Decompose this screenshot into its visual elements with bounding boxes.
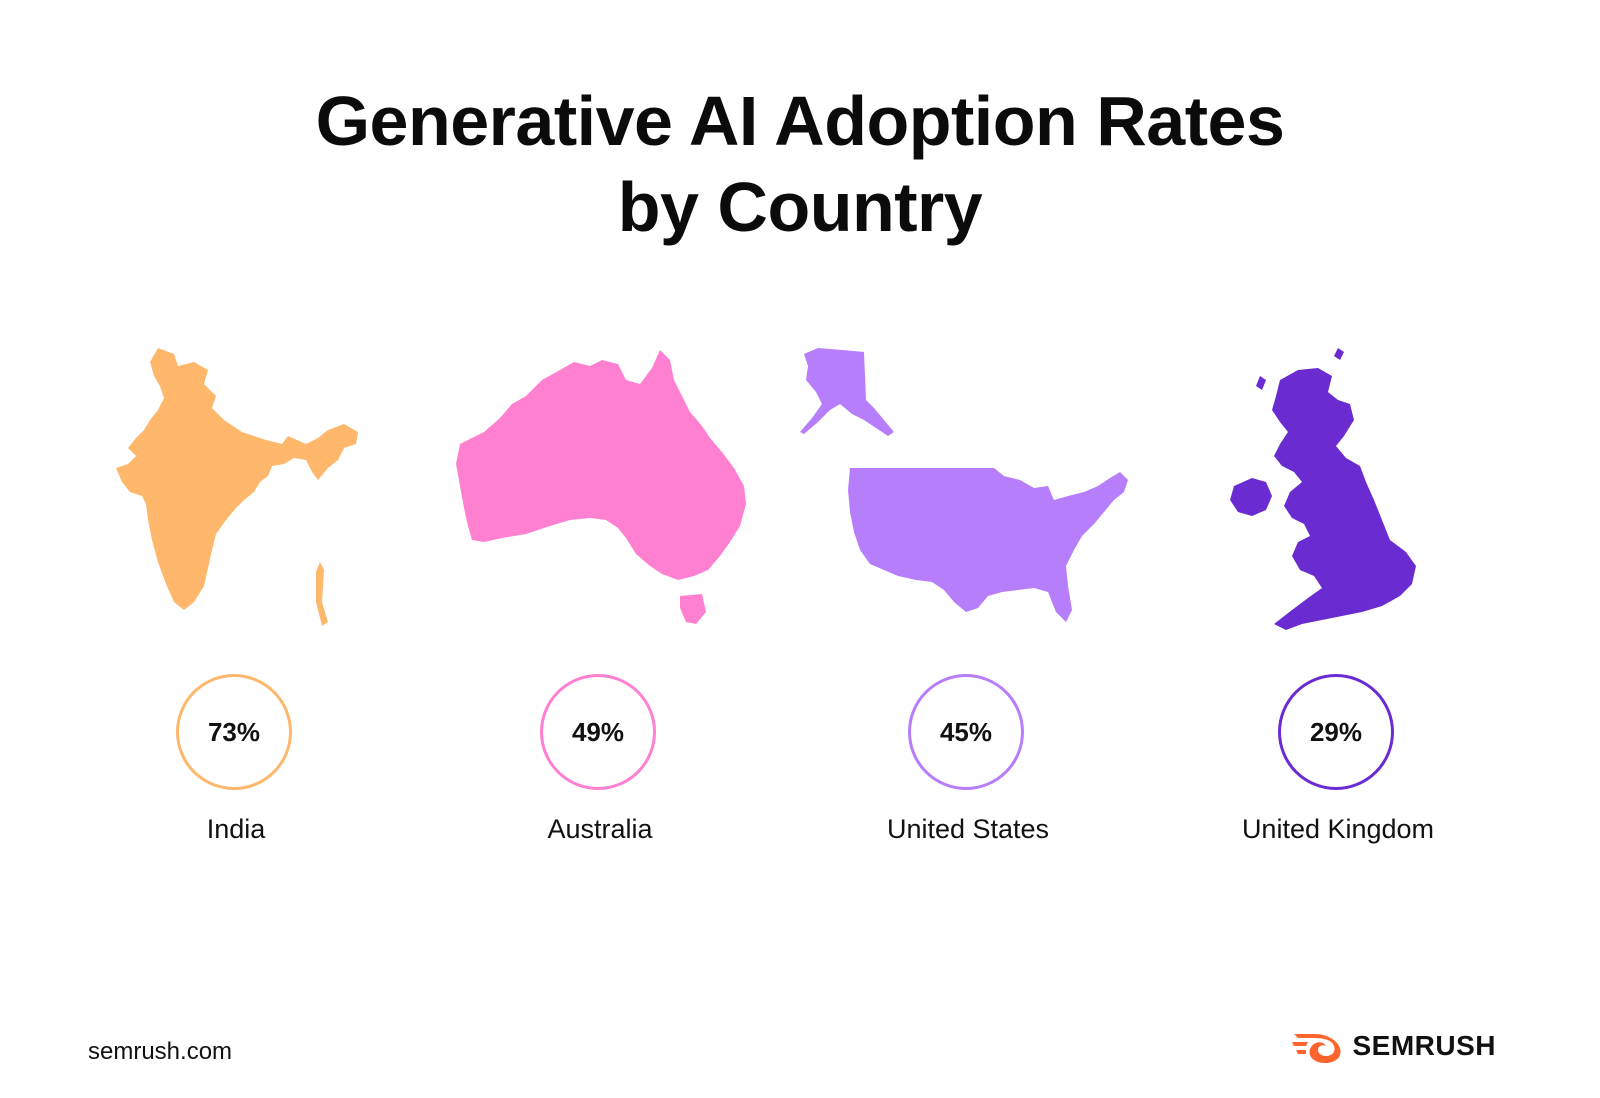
percentage-ring: 49% xyxy=(540,674,656,790)
percentage-value: 73% xyxy=(207,716,261,747)
country-australia: 49% Australia xyxy=(430,340,770,860)
semrush-flame-icon xyxy=(1292,1034,1341,1063)
country-name: India xyxy=(206,814,266,844)
india-map-icon xyxy=(116,348,358,626)
country-india: 73% India xyxy=(66,340,406,860)
title-line-1: Generative AI Adoption Rates xyxy=(315,82,1285,160)
percentage-value: 45% xyxy=(939,716,993,747)
united-states-map-icon xyxy=(800,348,1128,622)
country-united-states: 45% United States xyxy=(798,340,1138,860)
percentage-ring: 29% xyxy=(1278,674,1394,790)
title-line-2: by Country xyxy=(617,168,983,246)
percentage-value: 49% xyxy=(571,716,625,747)
country-name: Australia xyxy=(547,814,653,844)
footer-url: semrush.com xyxy=(88,1038,233,1065)
percentage-value: 29% xyxy=(1309,716,1363,747)
percentage-ring: 45% xyxy=(908,674,1024,790)
country-united-kingdom: 29% United Kingdom xyxy=(1168,340,1508,860)
semrush-wordmark: SEMRUSH xyxy=(1352,1030,1496,1061)
united-kingdom-map-icon xyxy=(1230,348,1416,630)
percentage-ring: 73% xyxy=(176,674,292,790)
country-name: United Kingdom xyxy=(1241,814,1435,844)
page-title: Generative AI Adoption Rates by Country xyxy=(0,78,1600,250)
country-name: United States xyxy=(886,814,1050,844)
australia-map-icon xyxy=(456,350,746,624)
semrush-logo: SEMRUSH xyxy=(1292,1026,1496,1066)
